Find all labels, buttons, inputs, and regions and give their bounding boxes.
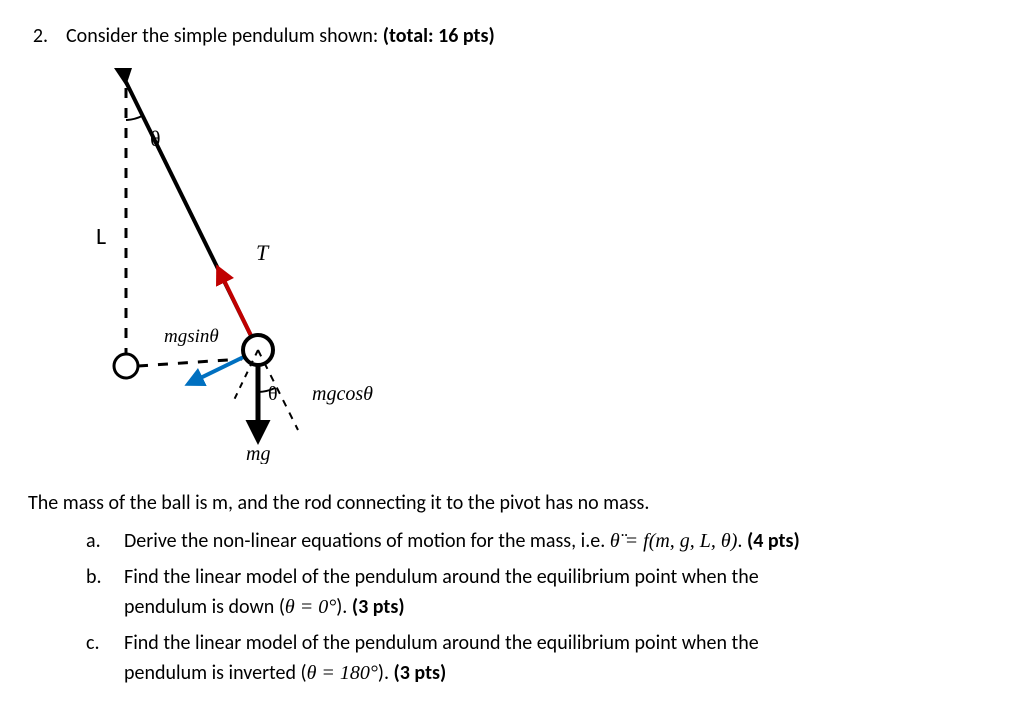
svg-text:θ: θ (150, 126, 161, 151)
svg-text:T: T (256, 240, 270, 265)
part-a-post: . (737, 529, 747, 553)
part-content: Derive the non-linear equations of motio… (124, 526, 996, 556)
part-c-post: ). (378, 661, 394, 685)
part-a: a. Derive the non-linear equations of mo… (86, 526, 996, 556)
svg-text:mg: mg (246, 443, 270, 464)
part-content: Find the linear model of the pendulum ar… (124, 628, 996, 688)
part-content: Find the linear model of the pendulum ar… (124, 562, 996, 622)
svg-text:θ: θ (268, 383, 278, 405)
part-b: b. Find the linear model of the pendulum… (86, 562, 996, 622)
svg-text:mgcosθ: mgcosθ (312, 383, 373, 405)
part-b-post: ). (336, 595, 352, 619)
part-b-line1: Find the linear model of the pendulum ar… (124, 565, 759, 589)
body-text: The mass of the ball is m, and the rod c… (28, 488, 996, 518)
part-b-pre: pendulum is down ( (124, 595, 285, 619)
part-c-eqn: θ = 180° (307, 662, 378, 684)
sub-parts: a. Derive the non-linear equations of mo… (86, 526, 996, 688)
part-a-pts: (4 pts) (747, 529, 800, 553)
part-c: c. Find the linear model of the pendulum… (86, 628, 996, 688)
part-c-pts: (3 pts) (394, 661, 447, 685)
question-number: 2. (28, 24, 48, 48)
part-b-eqn: θ = 0° (285, 596, 336, 618)
points-label: (total: 16 pts) (383, 24, 495, 48)
part-c-pre: pendulum is inverted ( (124, 661, 307, 685)
svg-text:mgsinθ: mgsinθ (164, 326, 219, 347)
question-prompt: Consider the simple pendulum shown: (tot… (66, 24, 495, 48)
pendulum-diagram: θ L Tmg mgsinθ mgcosθ θ (64, 64, 996, 470)
part-label: c. (86, 631, 108, 655)
part-label: b. (86, 565, 108, 589)
prompt-text: Consider the simple pendulum shown: (66, 24, 378, 48)
part-c-line1: Find the linear model of the pendulum ar… (124, 631, 759, 655)
part-a-eqn: θ̈ = f(m, g, L, θ) (610, 530, 738, 552)
question-header: 2. Consider the simple pendulum shown: (… (28, 24, 996, 48)
part-b-pts: (3 pts) (352, 595, 405, 619)
svg-text:L: L (96, 222, 106, 251)
part-a-pre: Derive the non-linear equations of motio… (124, 529, 610, 553)
part-label: a. (86, 529, 108, 553)
